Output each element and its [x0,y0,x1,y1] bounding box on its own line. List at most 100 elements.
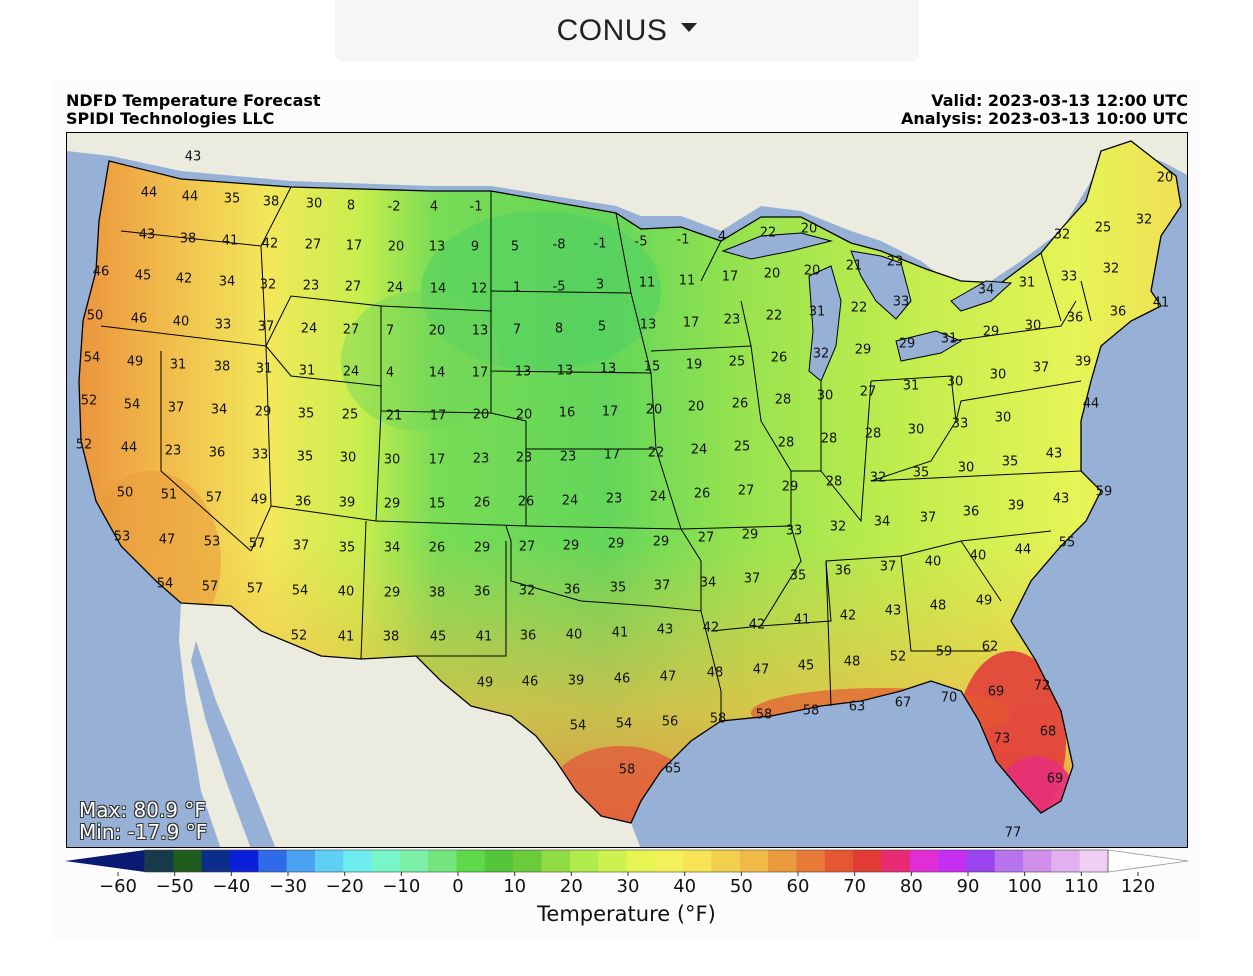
temperature-label: 59 [1096,485,1113,500]
temperature-label: 32 [519,584,536,599]
colorbar-tick-label: −10 [382,876,420,897]
figure-header-left: NDFD Temperature Forecast SPIDI Technolo… [66,92,321,128]
temperature-label: 26 [732,397,749,412]
colorbar-over-arrow [1107,849,1189,873]
temperature-label: 32 [830,520,847,535]
temperature-label: 13 [640,318,657,333]
temperature-label: 59 [936,645,953,660]
temperature-label: 13 [557,364,574,379]
temperature-label: 24 [387,281,404,296]
temperature-label: 57 [247,582,264,597]
temperature-label: 11 [639,276,656,291]
temperature-label: 44 [1083,397,1100,412]
temperature-label: 30 [306,197,323,212]
temperature-label: 20 [516,408,533,423]
colorbar-title: Temperature (°F) [537,902,716,926]
temperature-label: 26 [429,541,446,556]
temperature-label: 49 [127,355,144,370]
colorbar-tick-label: 110 [1064,876,1098,897]
temperature-label: 17 [346,239,363,254]
temperature-label: 7 [386,324,394,339]
temperature-label: 27 [860,385,877,400]
temperature-label: 30 [958,461,975,476]
temperature-label: 53 [114,530,131,545]
temperature-label: 13 [429,240,446,255]
temperature-label: 27 [345,280,362,295]
colorbar-tick-label: 40 [673,876,696,897]
temperature-label: 37 [168,401,185,416]
temperature-label: 23 [724,313,741,328]
temperature-label: 29 [782,480,799,495]
temperature-label: 42 [840,609,857,624]
temperature-label: 33 [952,417,969,432]
temperature-label: 38 [383,630,400,645]
temperature-label: 26 [771,351,788,366]
temperature-label: 49 [477,676,494,691]
temperature-label: 50 [87,309,104,324]
temperature-label: 56 [662,715,679,730]
colorbar-tick-label: −20 [326,876,364,897]
temperature-label: 41 [338,630,355,645]
temperature-label: 35 [1002,455,1019,470]
temperature-label: 37 [880,560,897,575]
temperature-map: 43 44 44 35 38 30 8 -2 4 -1 43 38 41 42 27 17 20 13 9 5 -8 -1… [66,132,1188,848]
temperature-label: 43 [885,604,902,619]
colorbar-tick-label: 0 [452,876,463,897]
temperature-label: 37 [920,511,937,526]
temperature-label: 27 [305,238,322,253]
mexico-land [179,603,641,847]
temperature-label: 31 [809,305,826,320]
colorbar-tick-label: 80 [900,876,923,897]
temperature-label: 29 [742,528,759,543]
temperature-label: 33 [786,524,803,539]
temperature-label: 28 [775,393,792,408]
temperature-label: -2 [388,200,401,215]
temperature-label: 29 [855,343,872,358]
temperature-label: 5 [511,240,519,255]
colorbar-segment [541,850,571,872]
temperature-label: 34 [700,576,717,591]
temperature-label: 41 [476,630,493,645]
temperature-label: 39 [1008,499,1025,514]
temperature-label: 49 [251,493,268,508]
figure-title: NDFD Temperature Forecast [66,91,321,110]
temperature-label: 40 [925,555,942,570]
temperature-label: 41 [222,234,239,249]
temperature-label: 29 [563,539,580,554]
temperature-label: 31 [299,364,316,379]
temperature-label: 4 [430,200,438,215]
temperature-label: 57 [249,537,266,552]
temperature-label: 39 [1075,355,1092,370]
colorbar-segment [909,850,939,872]
temperature-label: 40 [566,628,583,643]
temperature-label: 30 [990,368,1007,383]
colorbar-tick-label: 30 [617,876,640,897]
temperature-label: 53 [204,535,221,550]
temperature-label: 36 [1067,311,1084,326]
temperature-label: 44 [1015,543,1032,558]
temperature-label: 32 [870,471,887,486]
temperature-label: 38 [180,232,197,247]
temperature-label: 17 [602,405,619,420]
region-dropdown[interactable]: CONUS [335,0,919,62]
temperature-label: 4 [718,230,726,245]
temperature-label: 23 [560,450,577,465]
temperature-label: -1 [677,233,690,248]
temperature-label: 51 [161,488,178,503]
temperature-label: 20 [688,400,705,415]
temperature-label: 36 [564,583,581,598]
temperature-colorbar: −60 −50 −40 −30 −20 −10 0 10 20 30 40 50 60 70 80 90 100… [65,849,1189,897]
temperature-label: 20 [646,403,663,418]
temperature-label: 58 [710,712,727,727]
temperature-label: 34 [874,515,891,530]
temperature-label: 36 [209,446,226,461]
temperature-label: 38 [429,586,446,601]
temperature-label: 12 [471,282,488,297]
colorbar-segment [598,850,627,872]
temperature-label: 77 [1005,826,1022,841]
temperature-label: 24 [562,494,579,509]
temperature-label: 31 [903,379,920,394]
temperature-label: 32 [1103,262,1120,277]
temperature-label: 40 [338,585,355,600]
